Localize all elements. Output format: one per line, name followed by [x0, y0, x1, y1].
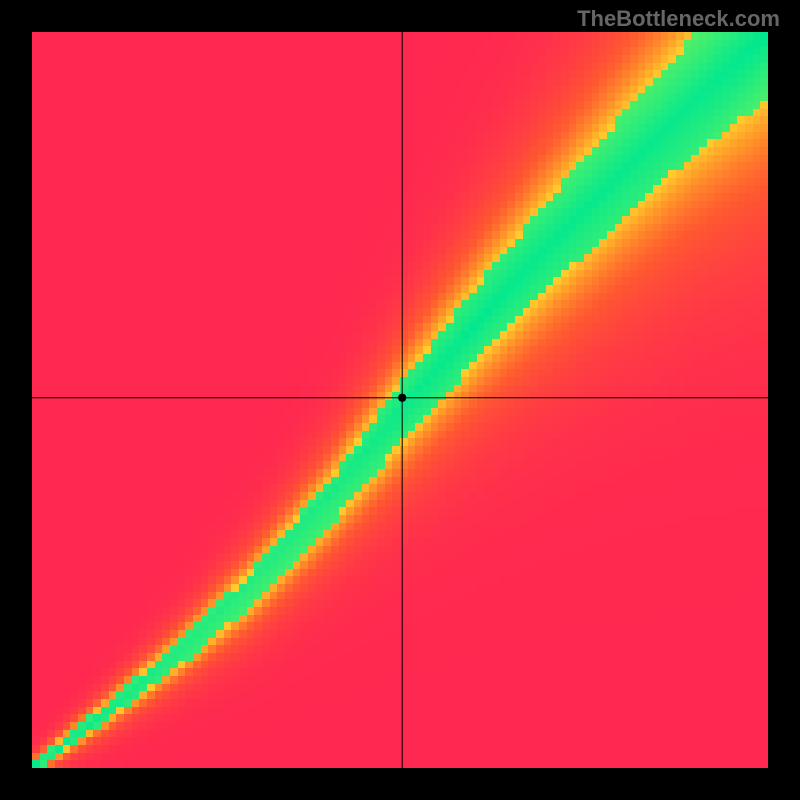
bottleneck-heatmap	[0, 0, 800, 800]
chart-container: TheBottleneck.com	[0, 0, 800, 800]
watermark-text: TheBottleneck.com	[577, 6, 780, 32]
